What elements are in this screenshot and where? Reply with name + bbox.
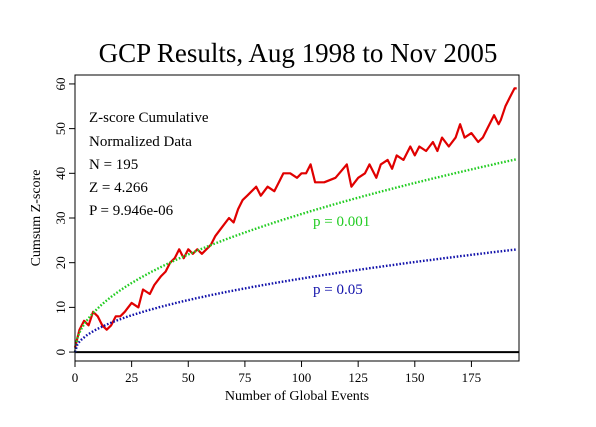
annotation-line-n: N = 195 xyxy=(89,157,138,173)
y-tick-label: 40 xyxy=(53,167,68,180)
y-tick-label: 50 xyxy=(53,122,68,135)
series-label-p005: p = 0.05 xyxy=(313,282,363,298)
x-tick-label: 125 xyxy=(348,370,368,385)
y-tick-label: 30 xyxy=(53,212,68,225)
annotation-line-normalized: Normalized Data xyxy=(89,134,192,150)
x-tick-label: 150 xyxy=(405,370,425,385)
x-tick-label: 0 xyxy=(72,370,79,385)
y-tick-label: 0 xyxy=(53,349,68,356)
annotation-line-p: P = 9.946e-06 xyxy=(89,203,174,219)
y-tick-label: 60 xyxy=(53,77,68,90)
series-line-0 xyxy=(73,87,517,348)
annotation-box: Z-score Cumulative Normalized Data N = 1… xyxy=(89,110,209,219)
y-axis: 0 10 20 30 40 50 60 xyxy=(53,77,76,356)
x-tick-label: 75 xyxy=(238,370,251,385)
y-axis-label: Cumsum Z-score xyxy=(29,170,44,267)
x-tick-label: 175 xyxy=(462,370,482,385)
chart-title: GCP Results, Aug 1998 to Nov 2005 xyxy=(99,38,498,68)
y-tick-label: 10 xyxy=(53,301,68,314)
annotation-line-title: Z-score Cumulative xyxy=(89,110,209,126)
x-tick-label: 25 xyxy=(125,370,138,385)
annotation-line-z: Z = 4.266 xyxy=(89,180,148,196)
x-tick-label: 50 xyxy=(182,370,195,385)
series-line-1 xyxy=(73,158,517,353)
x-axis: 0 25 50 75 100 125 150 175 xyxy=(72,360,482,385)
x-tick-label: 100 xyxy=(292,370,312,385)
x-axis-label: Number of Global Events xyxy=(225,389,369,404)
series-line-2 xyxy=(73,248,517,353)
series-layer xyxy=(73,87,517,353)
y-tick-label: 20 xyxy=(53,256,68,269)
series-label-p001: p = 0.001 xyxy=(313,214,370,230)
